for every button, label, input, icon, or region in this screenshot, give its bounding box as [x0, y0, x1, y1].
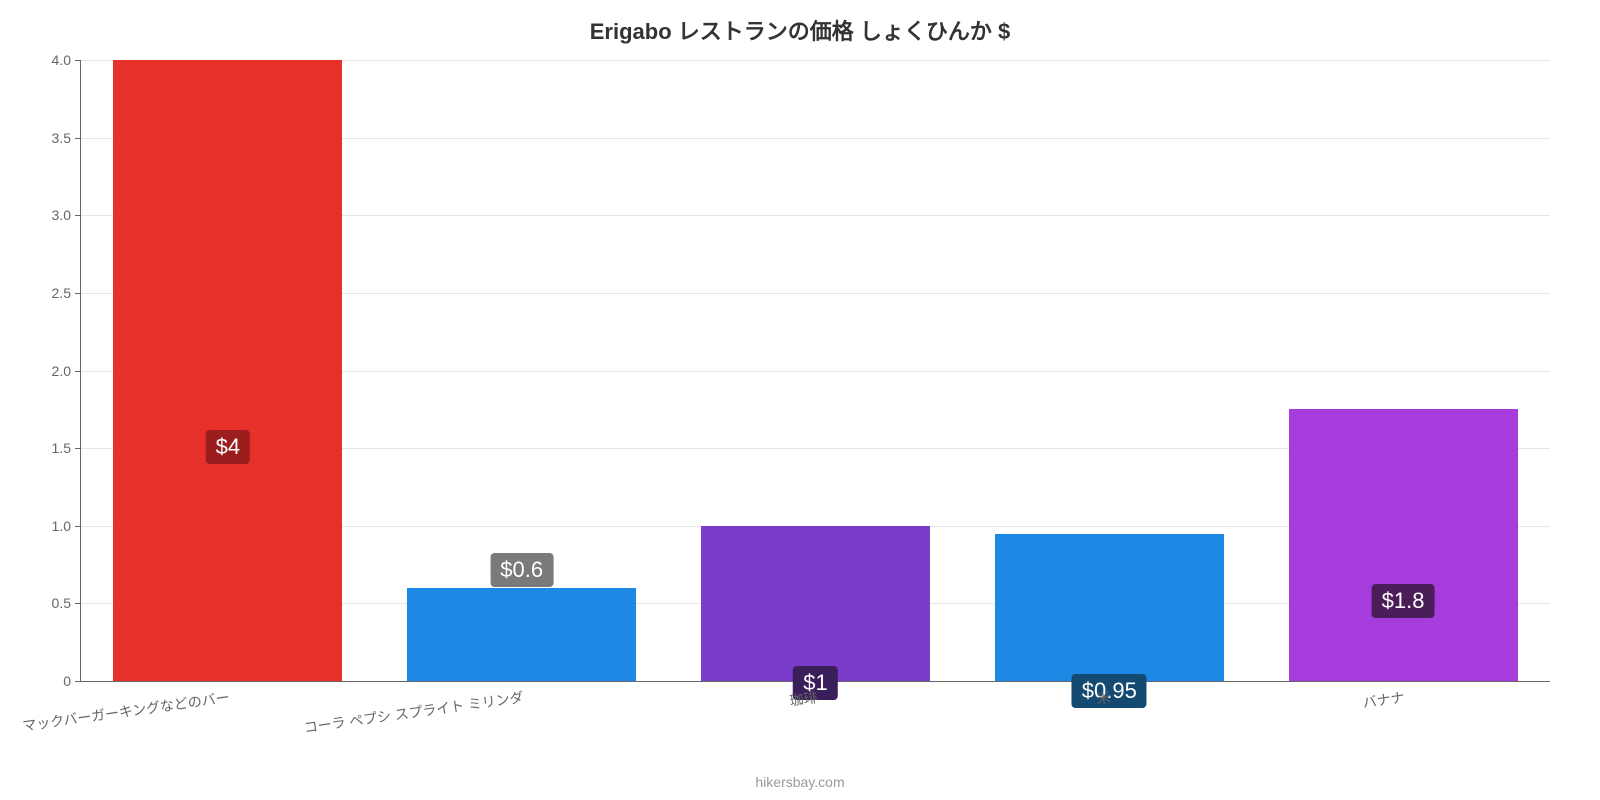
bar-value-label: $0.6 — [490, 553, 553, 587]
price-bar-chart: Erigabo レストランの価格 しょくひんか $ 00.51.01.52.02… — [0, 0, 1600, 800]
ytick-label: 3.5 — [52, 130, 81, 146]
xtick-label: 珈琲 — [788, 687, 819, 711]
ytick-label: 2.5 — [52, 285, 81, 301]
plot-area: 00.51.01.52.02.53.03.54.0$4マックバーガーキングなどの… — [80, 60, 1550, 682]
xtick-label: コーラ ペプシ スプライト ミリンダ — [302, 687, 524, 738]
bar: $4 — [113, 60, 342, 681]
bar: $1 — [701, 526, 930, 681]
attribution-text: hikersbay.com — [0, 774, 1600, 790]
ytick-label: 3.0 — [52, 207, 81, 223]
bar: $0.6 — [407, 588, 636, 681]
xtick-label: バナナ — [1362, 687, 1406, 713]
bar: $0.95 — [995, 534, 1224, 681]
ytick-label: 0.5 — [52, 595, 81, 611]
ytick-label: 1.0 — [52, 518, 81, 534]
ytick-label: 0 — [63, 673, 81, 689]
bar-value-label: $4 — [206, 430, 250, 464]
xtick-label: マックバーガーキングなどのバー — [21, 687, 231, 736]
ytick-label: 4.0 — [52, 52, 81, 68]
ytick-label: 2.0 — [52, 363, 81, 379]
xtick-label: 米 — [1095, 687, 1112, 709]
bar: $1.8 — [1289, 409, 1518, 681]
chart-title: Erigabo レストランの価格 しょくひんか $ — [0, 14, 1600, 46]
ytick-label: 1.5 — [52, 440, 81, 456]
bar-value-label: $1.8 — [1372, 584, 1435, 618]
